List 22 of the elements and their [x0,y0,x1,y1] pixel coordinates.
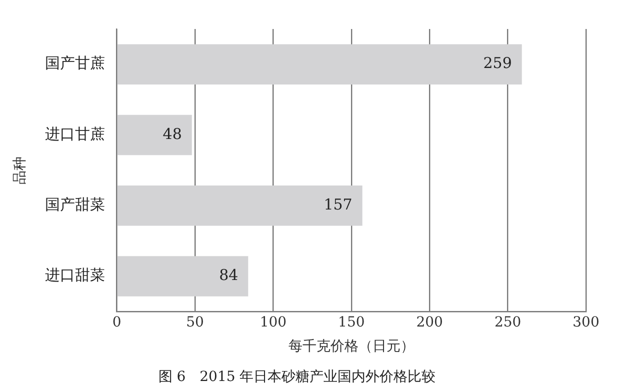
x-axis-title: 每千克价格（日元） [288,338,414,354]
x-tick-label: 50 [186,314,204,331]
y-tick-label: 国产甜菜 [44,196,105,214]
x-tick-label: 150 [338,314,365,331]
bar [117,114,192,156]
x-tick-label: 0 [112,314,122,331]
bar [117,44,522,84]
x-tick-label: 200 [416,314,443,331]
y-axis-title: 品种 [12,156,28,184]
y-tick-label: 进口甘蔗 [44,124,105,143]
text: 图 6 2015 年日本砂糖产业国内外价格比较 [158,369,436,386]
data-label: 157 [324,196,352,214]
y-tick-label: 国产甘蔗 [44,54,105,72]
bar [117,256,248,296]
data-label: 84 [219,266,238,284]
y-tick-label: 进口甜菜 [44,266,105,284]
data-label: 259 [483,54,512,72]
x-tick-label: 100 [260,314,287,331]
x-tick-label: 250 [494,314,522,331]
data-label: 48 [162,124,182,143]
x-tick-label: 300 [572,314,600,331]
bar [117,185,362,226]
